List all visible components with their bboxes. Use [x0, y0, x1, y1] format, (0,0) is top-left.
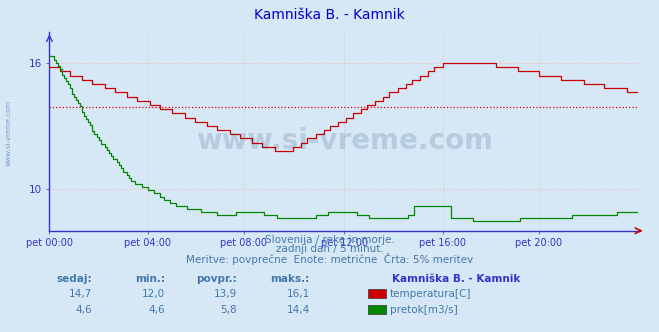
Text: Kamniška B. - Kamnik: Kamniška B. - Kamnik — [392, 274, 521, 284]
Text: min.:: min.: — [134, 274, 165, 284]
Text: sedaj:: sedaj: — [57, 274, 92, 284]
Text: 4,6: 4,6 — [76, 305, 92, 315]
Text: 14,4: 14,4 — [287, 305, 310, 315]
Text: zadnji dan / 5 minut.: zadnji dan / 5 minut. — [275, 244, 384, 254]
Text: Slovenija / reke in morje.: Slovenija / reke in morje. — [264, 235, 395, 245]
Text: www.si-vreme.com: www.si-vreme.com — [196, 127, 493, 155]
Text: 14,7: 14,7 — [69, 289, 92, 299]
Text: 12,0: 12,0 — [142, 289, 165, 299]
Text: 5,8: 5,8 — [221, 305, 237, 315]
Text: maks.:: maks.: — [270, 274, 310, 284]
Text: Kamniška B. - Kamnik: Kamniška B. - Kamnik — [254, 8, 405, 22]
Text: pretok[m3/s]: pretok[m3/s] — [390, 305, 458, 315]
Text: 16,1: 16,1 — [287, 289, 310, 299]
Text: 4,6: 4,6 — [148, 305, 165, 315]
Text: Meritve: povprečne  Enote: metrične  Črta: 5% meritev: Meritve: povprečne Enote: metrične Črta:… — [186, 253, 473, 265]
Text: povpr.:: povpr.: — [196, 274, 237, 284]
Text: 13,9: 13,9 — [214, 289, 237, 299]
Text: www.si-vreme.com: www.si-vreme.com — [5, 100, 12, 166]
Text: temperatura[C]: temperatura[C] — [390, 289, 472, 299]
